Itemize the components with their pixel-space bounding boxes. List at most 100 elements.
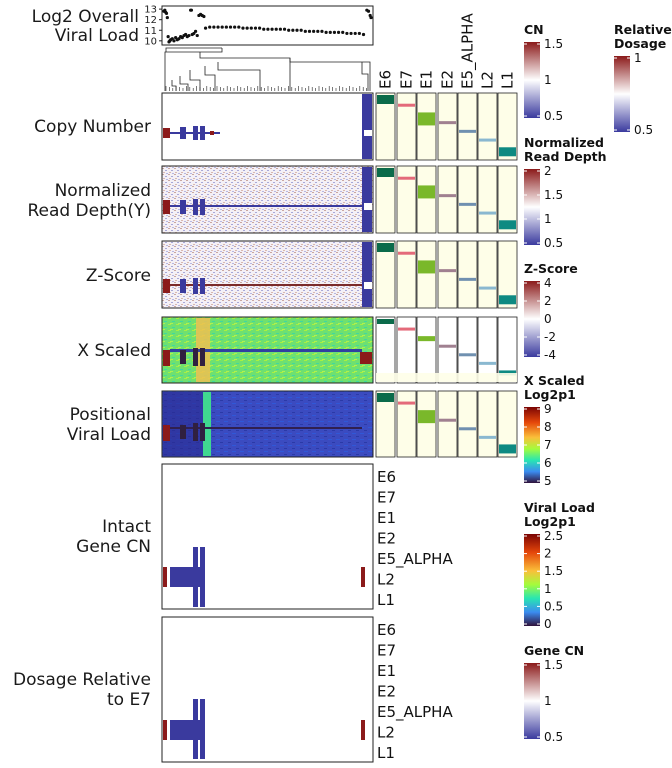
gene-segment-e7	[398, 176, 415, 180]
legend-5-colorbar	[524, 534, 540, 626]
gene-segment-e2	[439, 418, 456, 422]
row-dosage-relative-heatmap	[161, 616, 374, 763]
top-annotation-point	[353, 31, 357, 36]
gene-row-label-l1: L1	[377, 591, 395, 609]
row-read-depth-heatmap	[161, 165, 374, 234]
gene-panel-cell	[416, 316, 437, 384]
legend-4-tick-label: 8	[544, 420, 552, 434]
top-annotation-point	[249, 26, 253, 30]
gene-segment-e2	[439, 121, 456, 125]
gene-panel-cell	[497, 165, 518, 234]
gene-segment-l2	[479, 138, 496, 142]
gene-segment-e5_alpha	[459, 277, 476, 281]
legend-2-tick-label: 1.5	[544, 188, 563, 202]
top-annotation-point	[189, 8, 194, 12]
top-annotation-points	[162, 8, 373, 44]
legend-5-tick-label: 0.5	[544, 599, 563, 613]
gene-row-label-e2: E2	[377, 683, 396, 701]
gene-row-label-e6: E6	[377, 468, 396, 486]
legend-0-tick-label: 1.5	[544, 37, 563, 51]
gene-row-label-l2: L2	[377, 570, 395, 588]
legend-2-title-line-1: Read Depth	[524, 149, 607, 164]
top-tick-label: 13	[144, 5, 157, 16]
legend-4-tick-label: 9	[544, 402, 552, 416]
gene-panel-cell	[416, 240, 437, 309]
legend-5-tick-label: 2	[544, 547, 552, 561]
top-annotation-point	[320, 29, 324, 33]
row-intact-gene-cn-heatmap	[161, 463, 374, 610]
gene-segment-l1	[499, 147, 516, 157]
top-annotation-point	[166, 35, 170, 39]
gene-panel-cell	[416, 390, 437, 458]
legend-3-tick-label: 4	[544, 276, 552, 290]
legend-4-tick-label: 6	[544, 456, 552, 470]
gene-row-label-e5_alpha: E5_ALPHA	[377, 703, 453, 722]
gene-row-label-e1: E1	[377, 662, 396, 680]
legend-5-tick-label: 1.5	[544, 564, 563, 578]
legend-4-title-line-0: X Scaled	[524, 373, 585, 388]
top-annotation-point	[345, 31, 349, 36]
legend-6-tick-label: 1	[544, 694, 552, 708]
gene-panel-cell	[457, 92, 478, 161]
gene-segment-l1	[499, 444, 516, 454]
gene-panel-cell	[416, 165, 437, 234]
gene-panel-cell	[375, 390, 396, 458]
row-x-scaled-heatmap	[161, 316, 374, 384]
gene-segment-e6	[377, 319, 394, 324]
gene-panel-cell	[437, 165, 458, 234]
top-tick-label: 11	[144, 26, 157, 37]
top-annotation-point	[357, 31, 361, 36]
gene-panel-cell	[497, 390, 518, 458]
gene-segment-e6	[377, 95, 394, 104]
legend-1-colorbar	[614, 56, 630, 132]
dendrogram	[164, 47, 371, 91]
legend-3-colorbar	[524, 281, 540, 357]
top-annotation-point	[287, 28, 291, 32]
gene-annotation-panels	[375, 92, 518, 458]
row-label-4-line-0: Positional	[70, 405, 151, 425]
top-annotation-point	[349, 31, 353, 36]
legend-6-tick-label: 1.5	[544, 658, 563, 672]
top-annotation-point	[216, 25, 220, 29]
legend-2-tick-label: 1	[544, 212, 552, 226]
gene-segment-l2	[479, 361, 496, 365]
gene-segment-e5_alpha	[459, 427, 476, 431]
top-annotation-point	[195, 33, 199, 38]
gene-segment-e1	[418, 336, 435, 342]
top-annotation-point	[253, 26, 258, 30]
row-label-6-line-1: to E7	[107, 690, 151, 710]
top-annotation-point	[369, 15, 373, 20]
top-annotation-point	[193, 29, 198, 33]
gene-segment-e2	[439, 194, 456, 198]
legend-5-tick-label: 1	[544, 582, 552, 596]
top-annotation-point	[203, 26, 208, 30]
gene-panel-cell	[497, 316, 518, 384]
gene-segment-e1	[418, 185, 435, 199]
top-annotation-frame	[161, 5, 374, 46]
gene-segment-e1	[418, 260, 435, 274]
top-annotation-point	[274, 27, 278, 31]
top-annotation-point	[366, 9, 371, 13]
legend-6-colorbar	[524, 663, 540, 739]
top-annotation-point	[332, 30, 337, 34]
top-annotation-point	[278, 27, 282, 31]
top-tick-label: 10	[144, 36, 157, 47]
legend-5-tick-label: 2.5	[544, 529, 563, 543]
row-label-1-line-1: Read Depth(Y)	[27, 201, 151, 221]
gene-column-label-e1: E1	[418, 70, 436, 89]
top-annotation-point	[258, 26, 262, 30]
top-annotation-point	[270, 27, 274, 31]
row-label-5-line-0: Intact	[102, 517, 151, 537]
gene-column-label-e6: E6	[377, 70, 395, 89]
gene-segment-e1	[418, 112, 435, 126]
gene-panel-cell	[375, 92, 396, 161]
legend-3-tick-label: 0	[544, 312, 552, 326]
gene-panel-cell	[497, 92, 518, 161]
legend-2-tick-label: 0.5	[544, 236, 563, 250]
gene-panel-cell	[477, 92, 498, 161]
top-annotation-point	[237, 25, 241, 29]
gene-panel-cell	[437, 390, 458, 458]
